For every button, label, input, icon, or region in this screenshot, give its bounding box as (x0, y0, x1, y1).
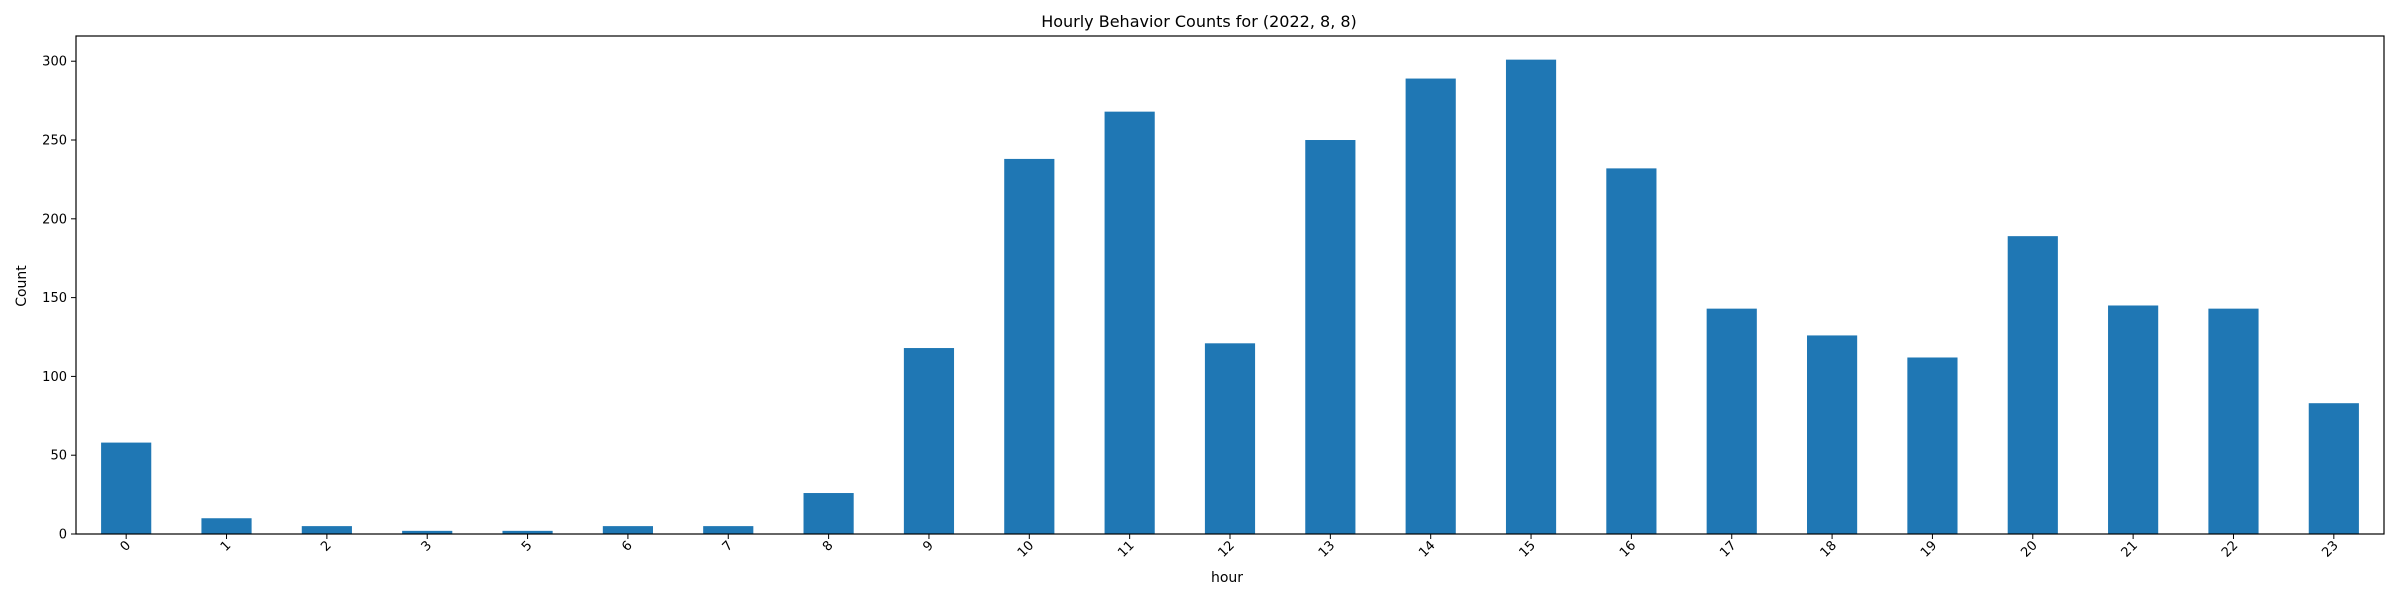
y-tick-label-100: 100 (42, 370, 67, 385)
y-tick-label-0: 0 (59, 528, 67, 543)
x-tick-label-2: 2 (318, 538, 334, 554)
x-tick-label-21: 21 (2119, 538, 2141, 560)
bar-hour-0 (101, 442, 152, 534)
x-tick-label-6: 6 (619, 538, 635, 554)
x-tick-label-1: 1 (218, 538, 234, 554)
x-tick-label-22: 22 (2219, 538, 2241, 560)
y-tick-label-300: 300 (42, 55, 67, 70)
bar-hour-14 (1405, 78, 1456, 535)
bar-hour-9 (903, 348, 955, 534)
y-tick-label-150: 150 (42, 291, 67, 306)
bar-hour-15 (1505, 59, 1557, 534)
chart-title: Hourly Behavior Counts for (2022, 8, 8) (1041, 12, 1357, 31)
y-axis-label: Count (14, 265, 30, 307)
plot-area: 0 1 2 3 5 6 7 8 9 10 11 12 13 14 15 16 17 18 19 20 21 22 23050… (42, 55, 2359, 561)
bar-hour-21 (2108, 305, 2159, 534)
x-tick-label-5: 5 (519, 538, 535, 554)
bar-hour-6 (602, 526, 653, 534)
bar-hour-23 (2308, 403, 2359, 534)
bar-hour-5 (502, 530, 553, 534)
x-tick-label-3: 3 (419, 538, 435, 554)
bar-hour-7 (703, 526, 754, 534)
bar-hour-11 (1104, 111, 1155, 535)
bar-hour-2 (301, 526, 352, 534)
bar-hour-16 (1606, 168, 1657, 534)
y-tick-label-200: 200 (42, 212, 67, 227)
x-axis-label: hour (1211, 570, 1243, 586)
x-tick-label-12: 12 (1216, 538, 1238, 560)
bar-hour-10 (1004, 158, 1055, 535)
bar-hour-17 (1706, 308, 1757, 534)
bar-hour-3 (402, 530, 453, 534)
x-tick-label-15: 15 (1517, 538, 1539, 560)
x-tick-label-11: 11 (1115, 538, 1137, 560)
y-tick-label-250: 250 (42, 134, 67, 149)
x-tick-label-10: 10 (1015, 538, 1037, 560)
bar-hour-8 (803, 493, 854, 534)
x-tick-label-8: 8 (820, 538, 836, 554)
axes-frame (75, 35, 2385, 535)
bar-hour-12 (1204, 343, 1256, 534)
x-tick-label-16: 16 (1617, 538, 1639, 560)
bar-hour-19 (1907, 357, 1958, 534)
x-tick-label-0: 0 (118, 538, 134, 554)
x-tick-label-20: 20 (2018, 538, 2040, 560)
y-tick-label-50: 50 (50, 449, 67, 464)
bar-hour-20 (2007, 236, 2058, 534)
x-tick-label-17: 17 (1717, 538, 1739, 560)
x-tick-label-19: 19 (1918, 538, 1940, 560)
x-tick-label-23: 23 (2319, 538, 2341, 560)
x-tick-label-14: 14 (1416, 538, 1438, 560)
bar-hour-22 (2208, 308, 2259, 534)
x-tick-label-9: 9 (920, 538, 936, 554)
x-tick-label-7: 7 (720, 538, 736, 554)
bar-hour-18 (1807, 335, 1858, 534)
x-tick-label-18: 18 (1818, 538, 1840, 560)
x-tick-label-13: 13 (1316, 538, 1338, 560)
bar-hour-13 (1305, 140, 1356, 534)
bar-hour-1 (201, 518, 252, 534)
